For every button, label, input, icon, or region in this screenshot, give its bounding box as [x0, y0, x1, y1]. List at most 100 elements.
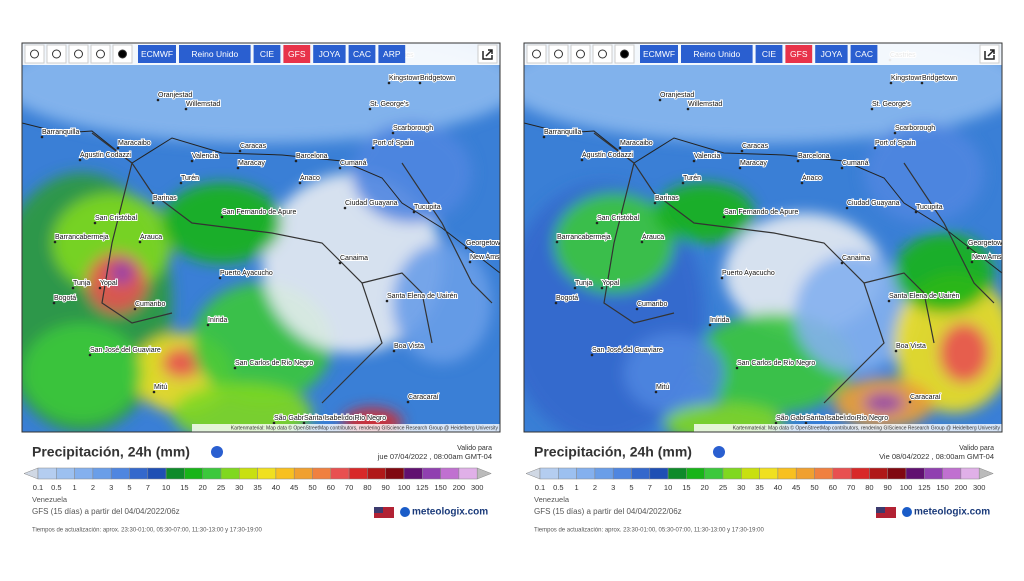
zoom-icon — [74, 49, 83, 59]
brand: meteologix.com — [914, 507, 990, 518]
model-button[interactable] — [253, 45, 281, 63]
model-button-label: Reino Unido — [693, 49, 740, 59]
scale-swatch — [74, 467, 94, 480]
city-label: Cumaná — [842, 160, 869, 167]
scale-swatch — [220, 467, 240, 480]
city-dot — [658, 98, 662, 102]
precip-area — [864, 393, 904, 413]
valid-date: jue 07/04/2022 , 08:00am GMT-04 — [377, 452, 492, 461]
city-dot — [71, 286, 75, 290]
model-button[interactable] — [815, 45, 848, 63]
city-label: San Cristóbal — [95, 215, 137, 222]
city-label: Agustín Codazzi — [80, 152, 131, 159]
scale-label: 5 — [629, 483, 633, 492]
city-label: Yopal — [602, 280, 620, 287]
city-dot — [640, 240, 644, 244]
model-button-label: JOYA — [319, 49, 341, 59]
city-label: Georgetown — [968, 240, 1006, 247]
scale-swatch — [631, 467, 651, 480]
locate-button[interactable] — [548, 44, 569, 64]
city-dot — [238, 149, 242, 153]
scale-label: 10 — [162, 483, 170, 492]
city-dot — [804, 421, 808, 425]
model-button-label: CIE — [762, 49, 777, 59]
reload-button[interactable] — [24, 44, 45, 64]
zoom-button[interactable] — [68, 44, 89, 64]
city-label: Mitú — [154, 384, 167, 391]
info-icon[interactable] — [713, 446, 725, 458]
model-run: GFS (15 días) a partir del 04/04/2022/06… — [32, 507, 180, 516]
overlay-button[interactable] — [592, 44, 613, 64]
model-button[interactable] — [681, 45, 753, 63]
model-button[interactable] — [138, 45, 176, 63]
city-label: Puerto Ayacucho — [722, 270, 775, 277]
city-dot — [338, 261, 342, 265]
scale-swatch — [257, 467, 277, 480]
model-button[interactable] — [283, 45, 311, 63]
scale-swatch — [649, 467, 669, 480]
info-icon[interactable] — [211, 446, 223, 458]
region: Venezuela — [534, 495, 570, 504]
scale-swatch — [367, 467, 386, 480]
scale-label: 125 — [918, 483, 931, 492]
city-label: Port of Spain — [373, 140, 414, 147]
city-dot — [338, 166, 342, 170]
flag — [876, 507, 896, 518]
city-dot — [966, 246, 970, 250]
scale-label: 100 — [398, 483, 411, 492]
scale-swatch — [37, 467, 57, 480]
city-dot — [845, 206, 849, 210]
model-button[interactable] — [348, 45, 376, 63]
model-button[interactable] — [640, 45, 678, 63]
reload-button[interactable] — [526, 44, 547, 64]
city-dot — [555, 240, 559, 244]
scale-swatch — [869, 467, 888, 480]
city-dot — [272, 421, 276, 425]
city-dot — [796, 159, 800, 163]
model-button[interactable] — [179, 45, 251, 63]
model-button[interactable] — [313, 45, 346, 63]
city-label: Barrancabermeja — [557, 234, 611, 241]
model-button-label: GFS — [288, 49, 306, 59]
valid-date: Vie 08/04/2022 , 08:00am GMT-04 — [879, 452, 994, 461]
city-label: Ciudad Guayana — [847, 200, 900, 207]
city-label: Arauca — [140, 234, 162, 241]
scale-label: 15 — [180, 483, 188, 492]
region: Venezuela — [32, 495, 68, 504]
precip-area — [162, 183, 282, 263]
model-button[interactable] — [785, 45, 813, 63]
coastline — [22, 122, 500, 274]
border — [91, 132, 493, 404]
model-button[interactable] — [850, 45, 878, 63]
scale-swatch — [594, 467, 614, 480]
city-label: São Gabriel da Cachoeira — [776, 415, 857, 422]
precip-area — [664, 403, 784, 432]
overlay-button[interactable] — [90, 44, 111, 64]
model-button[interactable] — [755, 45, 783, 63]
city-dot — [635, 307, 639, 311]
scale-swatch — [458, 467, 478, 480]
legend-title: Precipitación, 24h (mm) — [534, 444, 692, 460]
locate-icon — [554, 49, 563, 59]
city-dot — [600, 286, 604, 290]
scale-swatch — [741, 467, 760, 480]
scale-swatch — [795, 467, 815, 480]
model-button[interactable] — [378, 45, 406, 63]
city-label: San Fernando de Apure — [724, 209, 798, 216]
scale-label: 60 — [829, 483, 837, 492]
zoom-button[interactable] — [570, 44, 591, 64]
scale-label: 70 — [345, 483, 353, 492]
city-label: Barcelona — [296, 153, 328, 160]
precipitation-field — [524, 43, 1002, 432]
scale-label: 45 — [792, 483, 800, 492]
city-dot — [840, 261, 844, 265]
city-dot — [93, 221, 97, 225]
scale-swatch — [56, 467, 75, 480]
city-dot — [735, 366, 739, 370]
city-dot — [40, 135, 44, 139]
scale-label: 5 — [127, 483, 131, 492]
city-dot — [590, 353, 594, 357]
locate-button[interactable] — [46, 44, 67, 64]
precip-area — [654, 183, 754, 243]
